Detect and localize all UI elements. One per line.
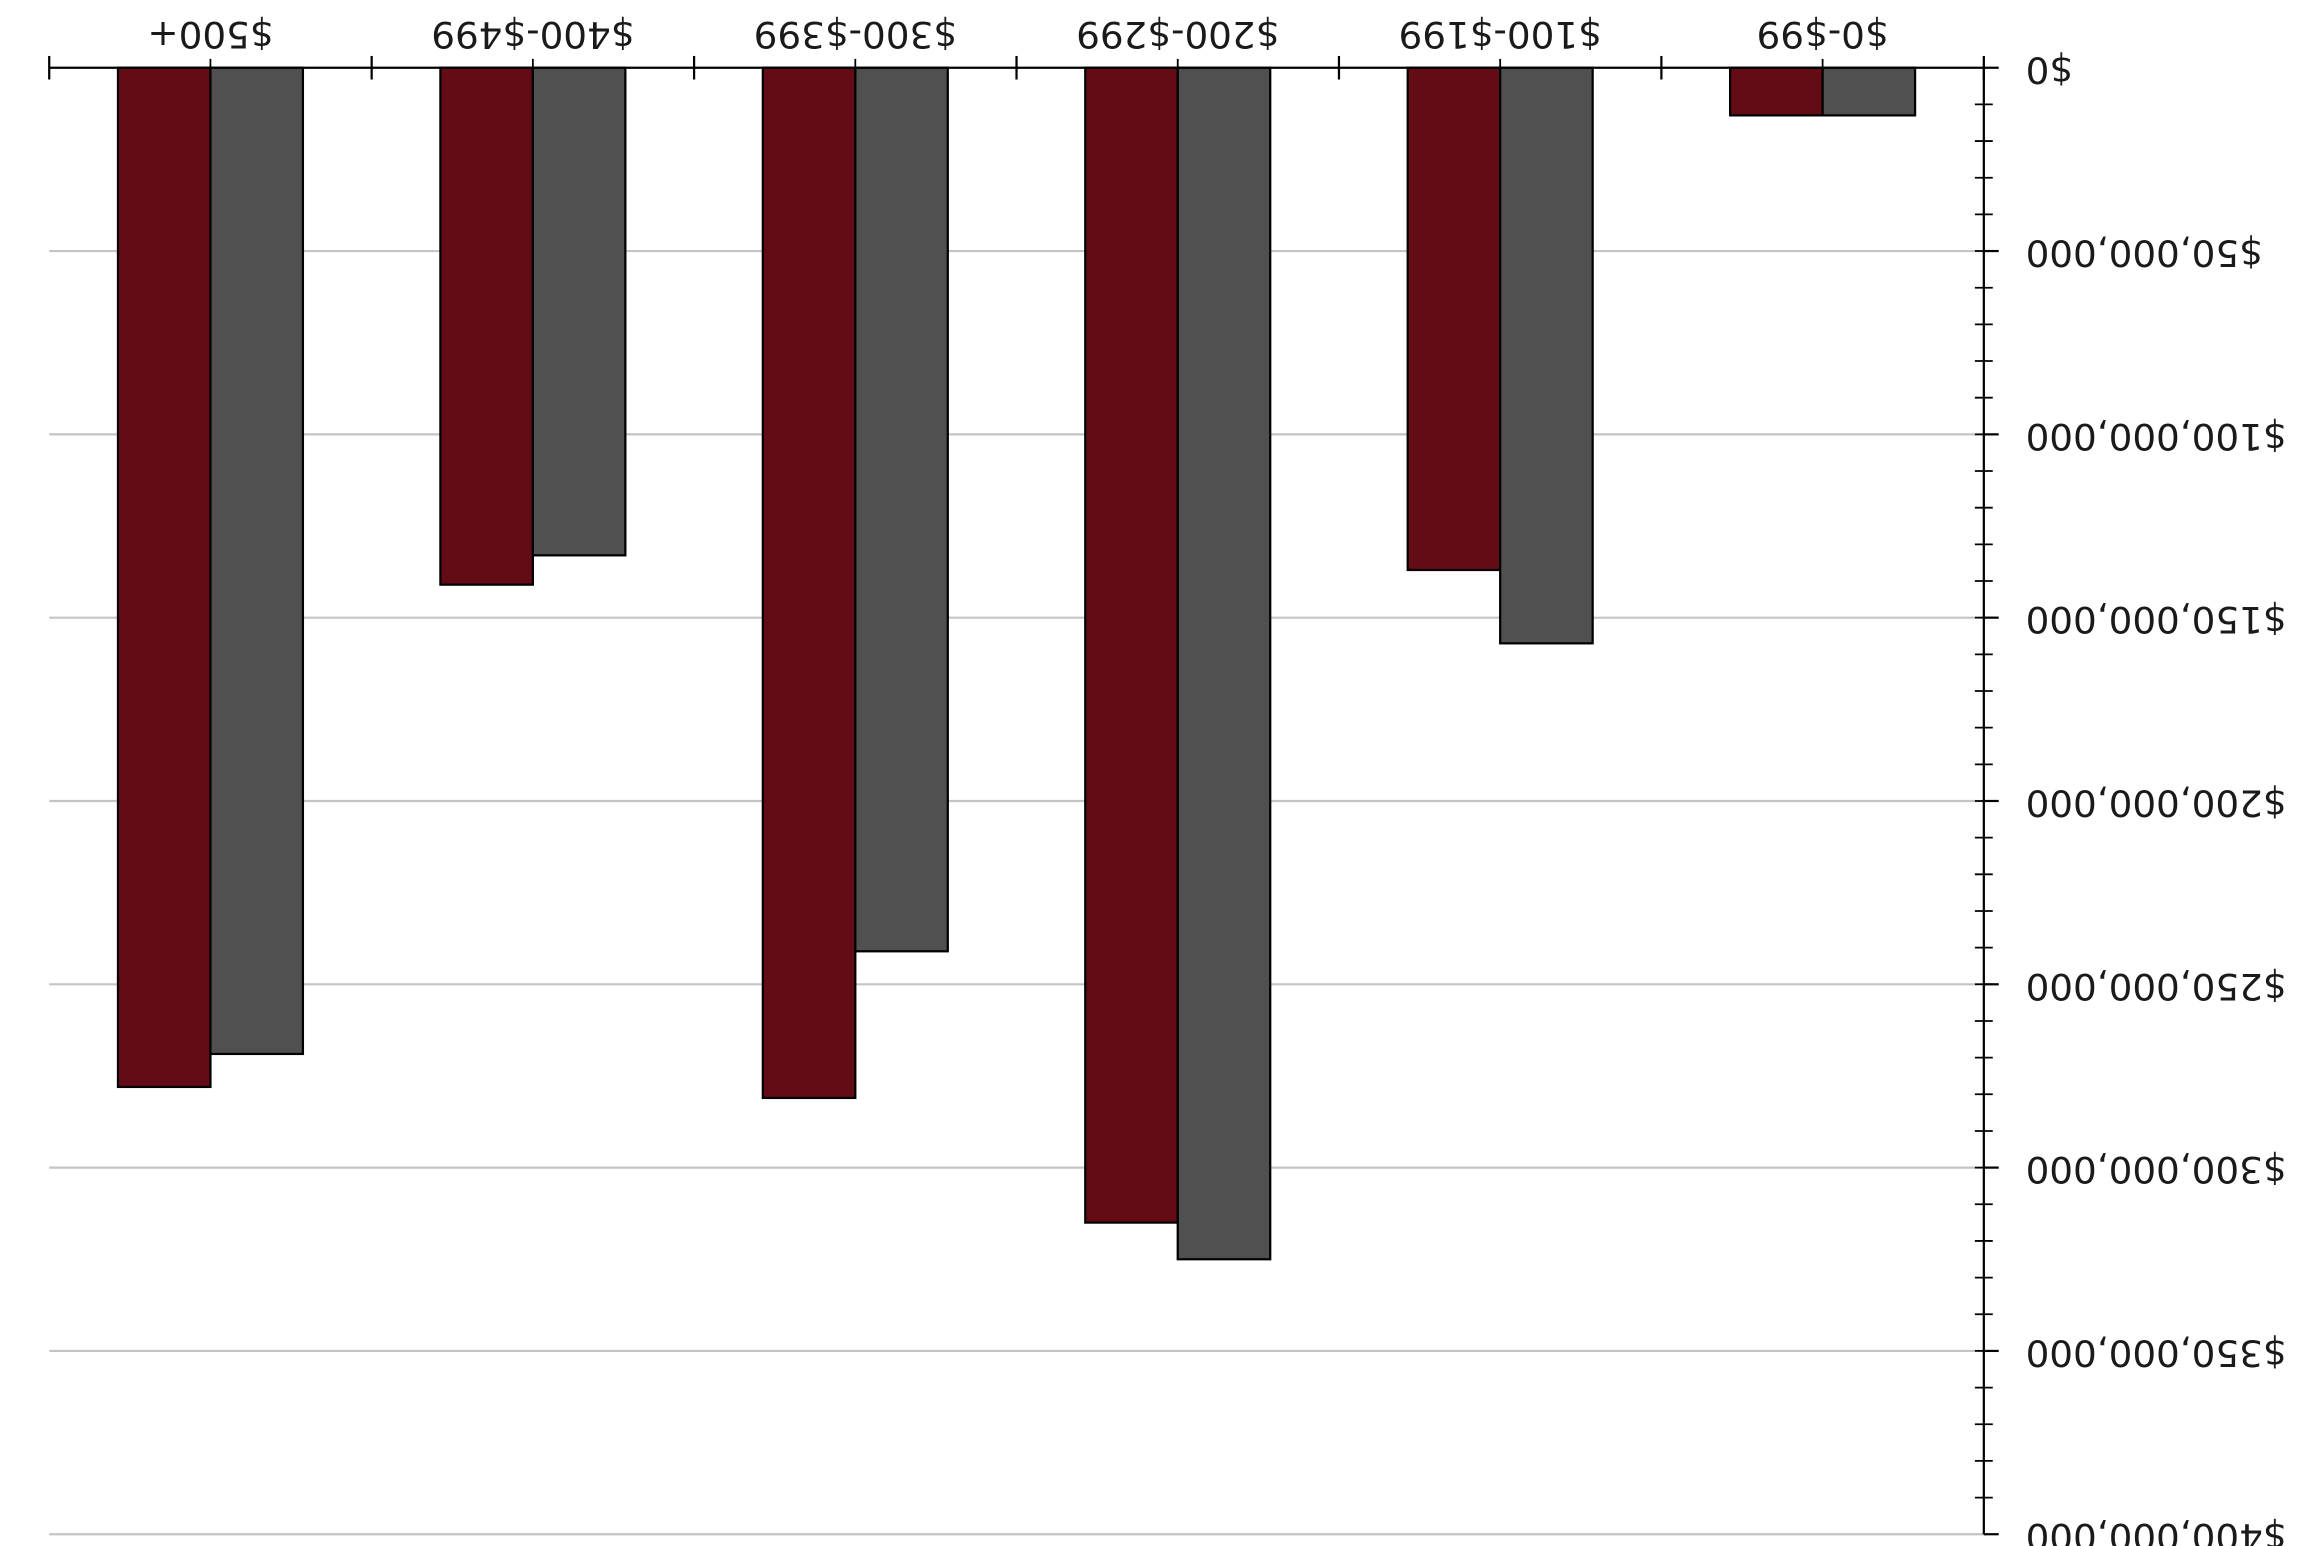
gridlines (49, 249, 1984, 1536)
y-tick-label: $250,000,000 (2026, 965, 2287, 1008)
x-category-label: $0-$99 (1757, 13, 1889, 56)
bar (209, 66, 305, 1056)
bar (116, 66, 212, 1089)
y-tick-label: $0 (2026, 48, 2073, 91)
y-tick-label: $100,000,000 (2026, 415, 2287, 458)
y-tick-label: $150,000,000 (2026, 598, 2287, 641)
bar (1821, 66, 1917, 117)
y-tick-label: $350,000,000 (2026, 1332, 2287, 1375)
x-category-label: $300-$399 (754, 13, 957, 56)
x-category-label: $400-$499 (431, 13, 634, 56)
bar (1084, 66, 1179, 1224)
labels: $0 $50,000,000 $100,000,000 $150,000,000 $20… (147, 13, 2286, 1546)
y-tick-label: $300,000,000 (2026, 1148, 2287, 1191)
bar (1176, 66, 1272, 1261)
bar (854, 66, 949, 953)
bar (1499, 66, 1594, 645)
y-tick-label: $400,000,000 (2026, 1515, 2287, 1546)
bar (761, 66, 857, 1100)
x-category-label: $200-$299 (1076, 13, 1279, 56)
bars (116, 66, 1917, 1261)
bar (531, 66, 627, 557)
y-tick-label: $200,000,000 (2026, 782, 2287, 825)
x-category-label: $100-$199 (1399, 13, 1602, 56)
x-category-label: $500+ (147, 13, 273, 56)
ticks (48, 55, 1999, 1536)
bar (1729, 66, 1824, 117)
bar (1406, 66, 1502, 572)
bar (439, 66, 534, 586)
y-tick-label: $50,000,000 (2026, 232, 2263, 275)
